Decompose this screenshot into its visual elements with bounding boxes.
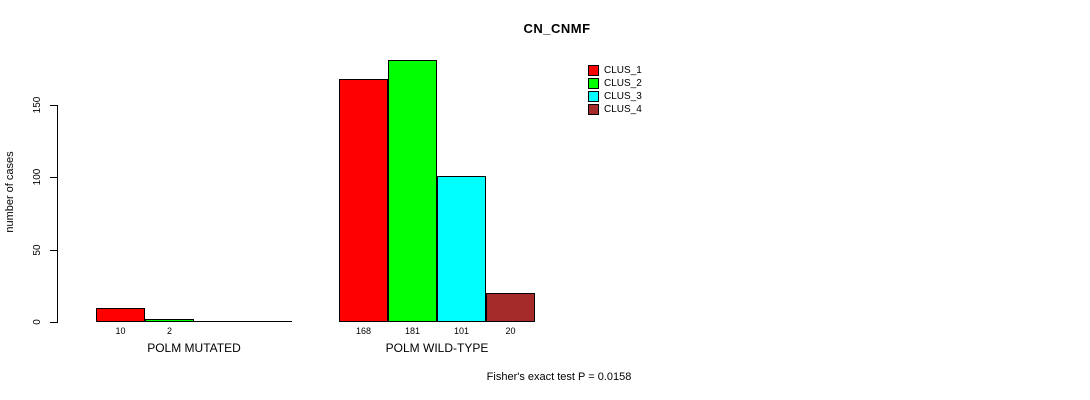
- y-tick-label: 100: [32, 168, 43, 186]
- legend-swatch: [588, 78, 599, 89]
- legend-label: CLUS_2: [604, 78, 642, 89]
- y-axis-label: number of cases: [4, 151, 16, 233]
- y-tick-mark: [50, 322, 57, 323]
- legend-swatch: [588, 91, 599, 102]
- bar: [437, 176, 486, 322]
- y-tick-mark: [50, 177, 57, 178]
- y-tick-label: 0: [32, 319, 43, 325]
- bar-value-label: 10: [115, 326, 126, 336]
- y-tick-label: 150: [32, 96, 43, 114]
- bar: [145, 319, 194, 322]
- bar-value-label: 181: [404, 326, 421, 336]
- bar-value-label: 168: [355, 326, 372, 336]
- y-tick-label: 50: [32, 244, 43, 256]
- y-tick-mark: [50, 105, 57, 106]
- bar: [388, 60, 437, 322]
- legend-label: CLUS_4: [604, 104, 642, 115]
- x-group-label: POLM WILD-TYPE: [385, 341, 489, 355]
- y-axis-line: [57, 105, 58, 323]
- legend-label: CLUS_3: [604, 91, 642, 102]
- bar: [96, 308, 145, 322]
- y-tick-mark: [50, 250, 57, 251]
- legend-swatch: [588, 65, 599, 76]
- bar: [339, 79, 388, 322]
- bar-value-label: 20: [505, 326, 516, 336]
- x-group-label: POLM MUTATED: [147, 341, 241, 355]
- bar-value-label: 2: [166, 326, 172, 336]
- group-baseline: [96, 321, 292, 322]
- chart-title: CN_CNMF: [523, 21, 591, 36]
- bar-value-label: 101: [453, 326, 470, 336]
- stat-annotation: Fisher's exact test P = 0.0158: [486, 371, 632, 383]
- legend-label: CLUS_1: [604, 65, 642, 76]
- bar: [486, 293, 535, 322]
- legend-swatch: [588, 104, 599, 115]
